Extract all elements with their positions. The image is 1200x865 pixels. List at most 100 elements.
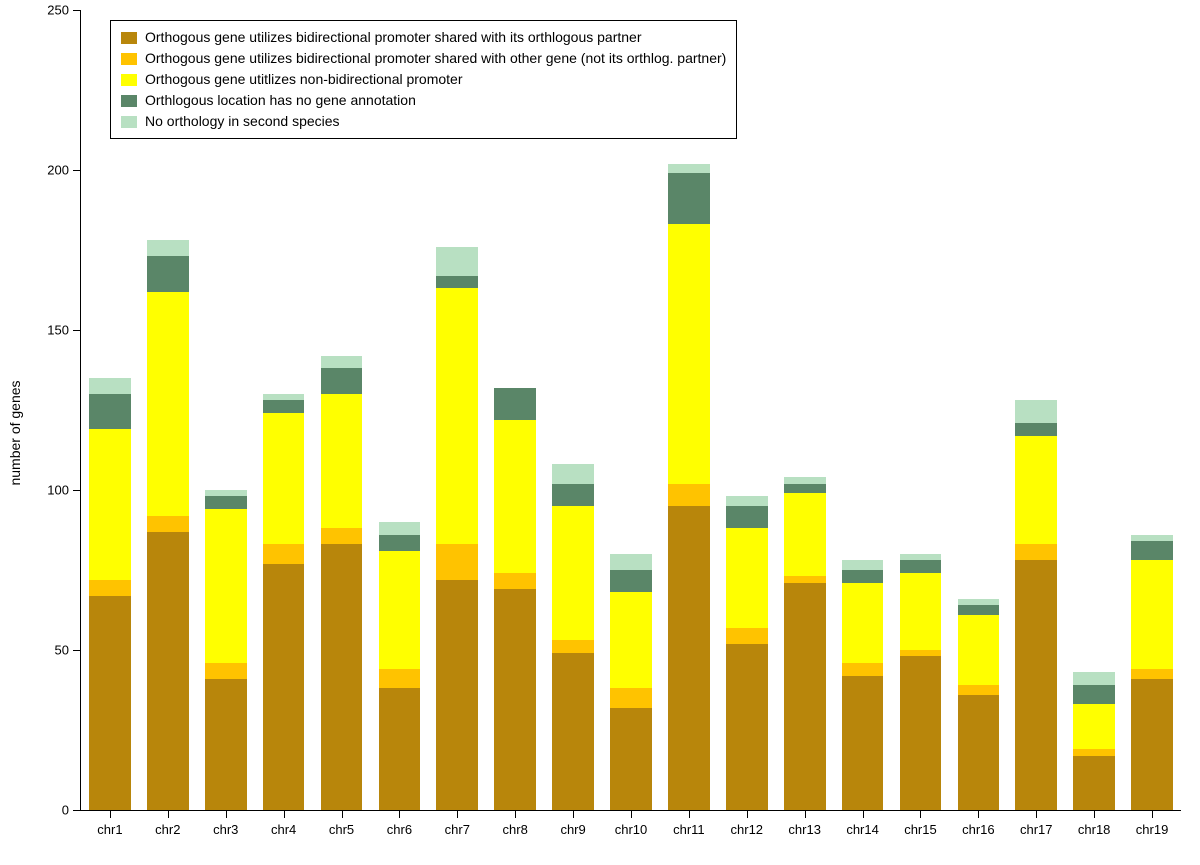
x-tick-label: chr16 xyxy=(962,822,995,837)
bar-segment-no_orthology xyxy=(726,496,768,506)
bar-segment-ortho_bidir_partner xyxy=(552,653,594,810)
x-tick-label: chr12 xyxy=(731,822,764,837)
legend-swatch xyxy=(121,116,137,128)
bar-segment-no_annotation xyxy=(89,394,131,429)
bar-segment-ortho_bidir_other xyxy=(726,628,768,644)
bar-segment-ortho_bidir_partner xyxy=(1015,560,1057,810)
bar-segment-no_annotation xyxy=(726,506,768,528)
x-tick-label: chr5 xyxy=(329,822,354,837)
bar-segment-ortho_nonbidir xyxy=(1015,436,1057,545)
bar-segment-no_annotation xyxy=(1015,423,1057,436)
bar-segment-no_orthology xyxy=(668,164,710,174)
x-tick-label: chr10 xyxy=(615,822,648,837)
x-tick xyxy=(805,810,806,818)
bar-segment-no_orthology xyxy=(900,554,942,560)
y-tick-label: 150 xyxy=(47,323,69,338)
bar-segment-no_annotation xyxy=(1131,541,1173,560)
bar-segment-ortho_bidir_partner xyxy=(784,583,826,810)
bar-segment-ortho_bidir_other xyxy=(842,663,884,676)
legend-row: Orthogous gene utitlizes non-bidirection… xyxy=(121,69,726,90)
y-tick-label: 0 xyxy=(62,803,69,818)
bar-segment-ortho_bidir_other xyxy=(205,663,247,679)
x-tick xyxy=(978,810,979,818)
bar-segment-no_orthology xyxy=(379,522,421,535)
y-tick xyxy=(73,490,81,491)
legend-label: Orthlogous location has no gene annotati… xyxy=(145,90,416,111)
x-tick-label: chr19 xyxy=(1136,822,1169,837)
bar-segment-no_orthology xyxy=(263,394,305,400)
bar-segment-no_orthology xyxy=(321,356,363,369)
y-tick xyxy=(73,170,81,171)
bar-segment-ortho_nonbidir xyxy=(610,592,652,688)
bar-segment-ortho_bidir_other xyxy=(379,669,421,688)
bar-segment-ortho_nonbidir xyxy=(205,509,247,663)
legend-row: Orthogous gene utilizes bidirectional pr… xyxy=(121,27,726,48)
bar-segment-ortho_bidir_partner xyxy=(205,679,247,810)
bar-segment-no_orthology xyxy=(842,560,884,570)
bar-segment-ortho_bidir_other xyxy=(263,544,305,563)
bar-segment-ortho_nonbidir xyxy=(726,528,768,627)
bar-segment-no_orthology xyxy=(205,490,247,496)
x-tick xyxy=(1094,810,1095,818)
bar-segment-ortho_bidir_partner xyxy=(321,544,363,810)
x-tick-label: chr14 xyxy=(846,822,879,837)
bar-segment-ortho_bidir_other xyxy=(610,688,652,707)
bar-segment-ortho_bidir_other xyxy=(436,544,478,579)
bar-segment-ortho_nonbidir xyxy=(900,573,942,650)
bar-segment-no_annotation xyxy=(205,496,247,509)
x-tick-label: chr3 xyxy=(213,822,238,837)
x-tick xyxy=(168,810,169,818)
bar-segment-ortho_bidir_other xyxy=(89,580,131,596)
bar-segment-no_annotation xyxy=(958,605,1000,615)
x-tick xyxy=(342,810,343,818)
bar-segment-no_annotation xyxy=(1073,685,1115,704)
bar-segment-ortho_bidir_partner xyxy=(494,589,536,810)
bar-segment-no_orthology xyxy=(552,464,594,483)
bar-segment-ortho_bidir_partner xyxy=(379,688,421,810)
bar-segment-ortho_bidir_partner xyxy=(900,656,942,810)
bar-segment-ortho_nonbidir xyxy=(436,288,478,544)
bar-segment-ortho_nonbidir xyxy=(958,615,1000,685)
legend-row: Orthlogous location has no gene annotati… xyxy=(121,90,726,111)
x-tick-label: chr6 xyxy=(387,822,412,837)
bar-segment-no_orthology xyxy=(436,247,478,276)
bar-segment-ortho_bidir_other xyxy=(552,640,594,653)
bar-segment-ortho_bidir_partner xyxy=(668,506,710,810)
y-tick-label: 100 xyxy=(47,483,69,498)
x-tick xyxy=(284,810,285,818)
bar-segment-ortho_nonbidir xyxy=(263,413,305,544)
bar-segment-ortho_bidir_partner xyxy=(436,580,478,810)
x-tick xyxy=(110,810,111,818)
bar-segment-ortho_bidir_other xyxy=(1073,749,1115,755)
bar-segment-no_orthology xyxy=(958,599,1000,605)
x-tick-label: chr2 xyxy=(155,822,180,837)
bar-segment-no_annotation xyxy=(784,484,826,494)
bar-segment-no_annotation xyxy=(842,570,884,583)
x-tick xyxy=(920,810,921,818)
bar-segment-no_orthology xyxy=(147,240,189,256)
x-tick xyxy=(1036,810,1037,818)
y-tick-label: 200 xyxy=(47,163,69,178)
bar-segment-ortho_bidir_partner xyxy=(842,676,884,810)
bar-segment-no_annotation xyxy=(900,560,942,573)
bar-segment-no_orthology xyxy=(1015,400,1057,422)
bar-segment-ortho_nonbidir xyxy=(89,429,131,579)
bar-segment-no_orthology xyxy=(610,554,652,570)
bar-segment-ortho_nonbidir xyxy=(379,551,421,669)
legend-label: No orthology in second species xyxy=(145,111,340,132)
legend-row: No orthology in second species xyxy=(121,111,726,132)
bar-segment-ortho_nonbidir xyxy=(321,394,363,528)
bar-segment-no_annotation xyxy=(668,173,710,224)
bar-segment-ortho_bidir_other xyxy=(147,516,189,532)
bar-segment-no_annotation xyxy=(436,276,478,289)
bar-segment-ortho_nonbidir xyxy=(1131,560,1173,669)
y-tick xyxy=(73,330,81,331)
x-tick xyxy=(226,810,227,818)
x-tick-label: chr17 xyxy=(1020,822,1053,837)
bar-segment-ortho_bidir_other xyxy=(900,650,942,656)
y-tick-label: 250 xyxy=(47,3,69,18)
bar-segment-no_annotation xyxy=(552,484,594,506)
x-tick-label: chr8 xyxy=(503,822,528,837)
bar-segment-ortho_bidir_other xyxy=(958,685,1000,695)
x-tick-label: chr7 xyxy=(445,822,470,837)
